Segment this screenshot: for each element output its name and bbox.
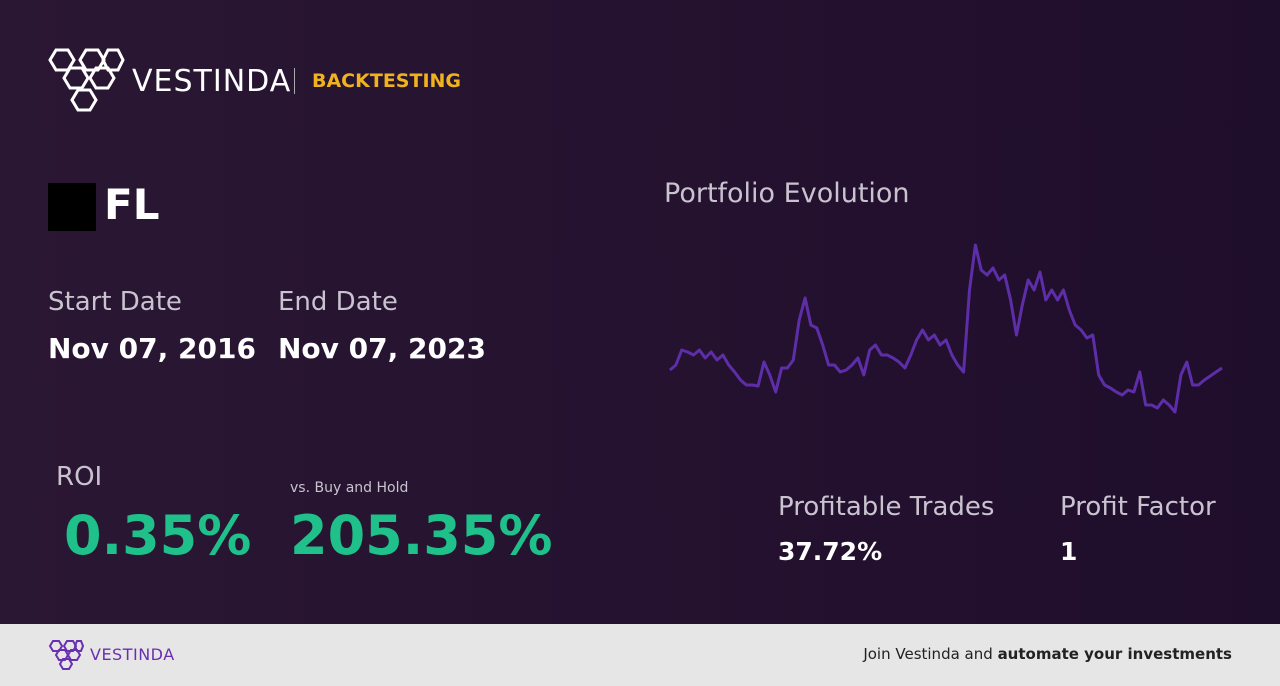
section: BACKTESTING — [312, 70, 462, 92]
footer-text: Join Vestinda and — [863, 645, 993, 663]
trades-label: Profitable Trades — [778, 492, 995, 522]
footer-brand: VESTINDA — [90, 645, 175, 664]
bh-label: vs. Buy and Hold — [290, 480, 409, 496]
start-label: Start Date — [48, 287, 182, 317]
ticker: FL — [104, 180, 160, 229]
end-value: Nov 07, 2023 — [278, 332, 486, 365]
start-value: Nov 07, 2016 — [48, 332, 256, 365]
pf-label: Profit Factor — [1060, 492, 1216, 522]
brand: VESTINDA — [132, 64, 292, 99]
footer-logo — [48, 640, 84, 670]
trades-value: 37.72% — [778, 537, 883, 566]
bh-value: 205.35% — [290, 504, 553, 567]
footer-bold: automate your investments — [997, 645, 1232, 663]
footer: VESTINDA Join Vestinda and automate your… — [0, 624, 1280, 686]
divider — [294, 68, 295, 94]
roi-label: ROI — [56, 462, 103, 492]
report-card: VESTINDA BACKTESTING FL Start Date Nov 0… — [0, 0, 1280, 624]
chart-title: Portfolio Evolution — [664, 178, 910, 209]
chart — [669, 243, 1223, 414]
ticker-icon — [48, 183, 96, 231]
end-label: End Date — [278, 287, 398, 317]
roi-value: 0.35% — [64, 504, 252, 567]
logo — [48, 48, 125, 112]
portfolio-line — [669, 243, 1223, 414]
pf-value: 1 — [1060, 537, 1078, 566]
footer-cta: Join Vestinda and automate your investme… — [863, 645, 1232, 663]
